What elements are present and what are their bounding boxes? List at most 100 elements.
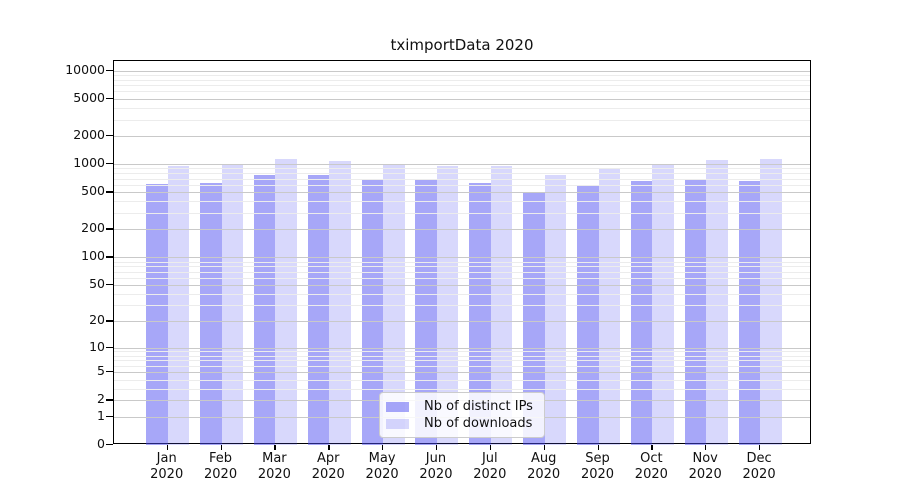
- gridline-major: [114, 321, 810, 323]
- y-tick-label: 1000: [73, 155, 105, 171]
- bar-oct-downloads: [652, 165, 674, 445]
- y-tick-label: 10000: [65, 61, 105, 77]
- y-tick-mark: [106, 256, 113, 258]
- gridline-major: [114, 229, 810, 231]
- bar-feb-distinct-ips: [200, 182, 222, 445]
- y-tick-mark: [106, 320, 113, 322]
- gridline-minor: [114, 178, 810, 180]
- gridline-minor: [114, 351, 810, 353]
- bar-mar-downloads: [275, 159, 297, 445]
- x-tick-label-feb: Feb 2020: [204, 451, 238, 482]
- y-tick-label: 20: [89, 312, 105, 328]
- gridline-major: [114, 285, 810, 287]
- chart-title: tximportData 2020: [390, 36, 534, 54]
- x-tick-mark: [220, 444, 222, 450]
- x-tick-label-jan: Jan 2020: [150, 451, 184, 482]
- gridline-minor: [114, 266, 810, 268]
- y-tick-label: 100: [81, 248, 105, 264]
- x-tick-mark: [328, 444, 330, 450]
- y-tick-mark: [106, 346, 113, 348]
- gridline-minor: [114, 379, 810, 381]
- gridline-minor: [114, 173, 810, 175]
- x-tick-mark: [705, 444, 707, 450]
- y-tick-mark: [106, 284, 113, 286]
- x-tick-label-nov: Nov 2020: [688, 451, 722, 482]
- x-tick-label-oct: Oct 2020: [634, 451, 668, 482]
- x-tick-mark: [597, 444, 599, 450]
- gridline-minor: [114, 107, 810, 109]
- gridline-major: [114, 192, 810, 194]
- bar-dec-distinct-ips: [738, 181, 761, 445]
- gridline-minor: [114, 261, 810, 263]
- x-tick-mark: [489, 444, 492, 450]
- x-tick-label-jul: Jul 2020: [473, 451, 507, 482]
- bar-jun-distinct-ips: [415, 179, 437, 445]
- gridline-major: [114, 347, 810, 349]
- gridline-minor: [114, 91, 810, 93]
- y-tick-label: 2: [97, 391, 105, 407]
- bar-aug-downloads: [544, 174, 567, 445]
- x-tick-mark: [759, 444, 761, 450]
- gridline-minor: [114, 360, 810, 362]
- gridline-minor: [114, 201, 810, 203]
- legend-row: Nb of downloads: [386, 415, 536, 432]
- y-tick-mark: [106, 135, 113, 137]
- bar-oct-distinct-ips: [630, 181, 653, 445]
- gridline-major: [114, 98, 810, 100]
- y-tick-label: 1: [97, 407, 105, 423]
- gridline-major: [114, 136, 810, 137]
- gridline-minor: [114, 74, 810, 76]
- y-tick-mark: [106, 371, 113, 373]
- x-tick-label-sep: Sep 2020: [580, 451, 615, 482]
- bar-nov-downloads: [706, 159, 728, 445]
- y-tick-mark: [106, 399, 113, 401]
- y-tick-mark: [106, 97, 113, 100]
- x-tick-mark: [274, 444, 276, 450]
- bar-apr-distinct-ips: [307, 175, 330, 445]
- x-tick-label-mar: Mar 2020: [257, 451, 291, 482]
- y-tick-label: 5000: [73, 89, 105, 105]
- gridline-minor: [114, 79, 810, 81]
- x-tick-mark: [543, 444, 545, 450]
- legend-swatch-distinct-ips: [386, 401, 409, 412]
- gridline-minor: [114, 271, 810, 273]
- gridline-minor: [114, 355, 810, 357]
- gridline-minor: [114, 305, 810, 307]
- legend-swatch-downloads: [386, 418, 409, 429]
- plot-area: [113, 60, 811, 445]
- bar-nov-distinct-ips: [684, 179, 707, 445]
- bar-aug-distinct-ips: [523, 192, 545, 445]
- gridline-major: [114, 70, 810, 72]
- gridline-minor: [114, 294, 810, 296]
- y-tick-mark: [106, 69, 113, 71]
- y-tick-mark: [106, 444, 113, 446]
- gridline-major: [114, 257, 810, 259]
- gridline-minor: [114, 184, 810, 186]
- x-tick-label-may: May 2020: [365, 451, 399, 482]
- x-tick-mark: [382, 444, 384, 450]
- gridline-minor: [114, 85, 810, 87]
- y-tick-mark: [106, 228, 113, 230]
- legend-label: Nb of downloads: [424, 416, 533, 431]
- y-tick-mark: [106, 191, 113, 193]
- gridline-major: [114, 372, 810, 374]
- gridline-minor: [114, 213, 810, 214]
- y-tick-mark: [106, 163, 113, 165]
- x-tick-mark: [435, 444, 438, 450]
- y-tick-label: 50: [89, 276, 105, 292]
- legend-label: Nb of distinct IPs: [424, 399, 533, 414]
- bar-may-distinct-ips: [361, 178, 384, 445]
- bar-sep-downloads: [598, 168, 620, 445]
- gridline-minor: [114, 365, 810, 367]
- gridline-minor: [114, 119, 810, 121]
- legend: Nb of distinct IPs Nb of downloads: [379, 392, 545, 438]
- x-tick-mark: [651, 444, 653, 450]
- grid-layer: [114, 61, 810, 443]
- y-tick-mark: [106, 415, 113, 418]
- x-tick-label-jun: Jun 2020: [419, 451, 453, 482]
- x-tick-mark: [166, 444, 168, 450]
- gridline-minor: [114, 388, 810, 390]
- x-tick-label-aug: Aug 2020: [527, 451, 561, 482]
- gridline-minor: [114, 168, 810, 170]
